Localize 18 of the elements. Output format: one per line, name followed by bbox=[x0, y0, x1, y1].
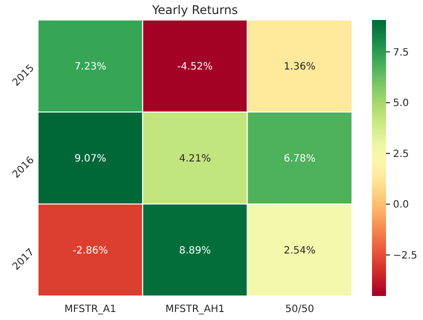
color-bar-label: 0.0 bbox=[393, 200, 409, 211]
chart-title: Yearly Returns bbox=[151, 3, 238, 17]
color-bar-label: 5.0 bbox=[393, 98, 409, 110]
data-label: 9.07% bbox=[74, 154, 106, 164]
data-label: 7.23% bbox=[74, 62, 106, 72]
data-label: -4.52% bbox=[177, 62, 213, 72]
data-label: 6.78% bbox=[284, 154, 316, 164]
x-tick-label: MFSTR_A1 bbox=[64, 304, 116, 315]
data-label: -2.86% bbox=[72, 246, 108, 256]
x-tick-label: 50/50 bbox=[285, 304, 314, 315]
x-tick-label: MFSTR_AH1 bbox=[165, 304, 225, 315]
data-label: 1.36% bbox=[284, 62, 316, 72]
data-label: 4.21% bbox=[179, 154, 211, 164]
data-label: 8.89% bbox=[179, 246, 211, 256]
color-bar-label: 2.5 bbox=[393, 148, 409, 160]
color-bar-label: −2.5 bbox=[393, 250, 418, 262]
color-bar-label: 7.5 bbox=[393, 47, 409, 58]
data-label: 2.54% bbox=[284, 246, 316, 256]
